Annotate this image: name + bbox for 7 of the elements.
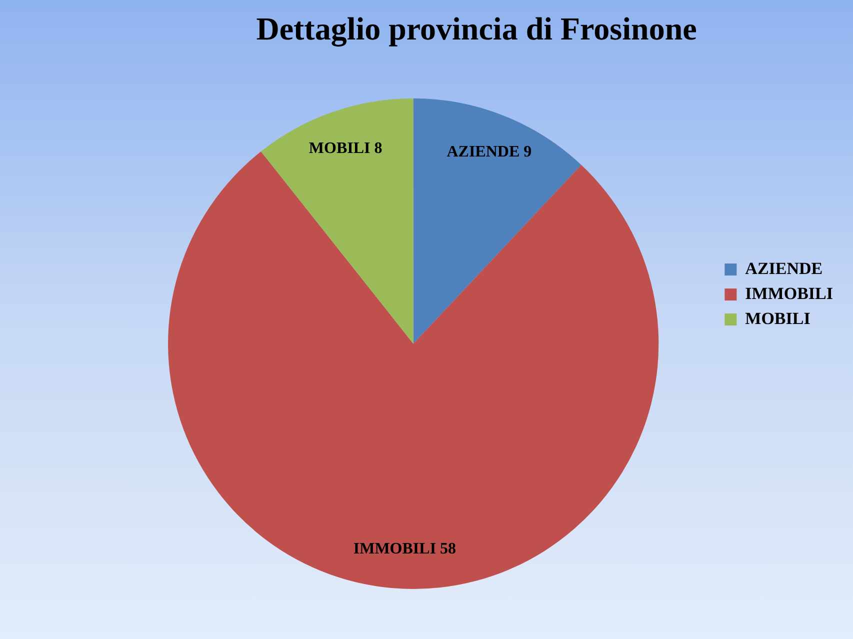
legend-label: IMMOBILI [745,284,834,303]
chart-title: Dettaglio provincia di Frosinone [256,10,697,48]
data-label: IMMOBILI 58 [353,540,456,558]
legend-label: MOBILI [745,308,811,328]
data-label: MOBILI 8 [308,140,382,158]
data-label: AZIENDE 9 [446,143,532,160]
legend-label: AZIENDE [745,258,823,278]
